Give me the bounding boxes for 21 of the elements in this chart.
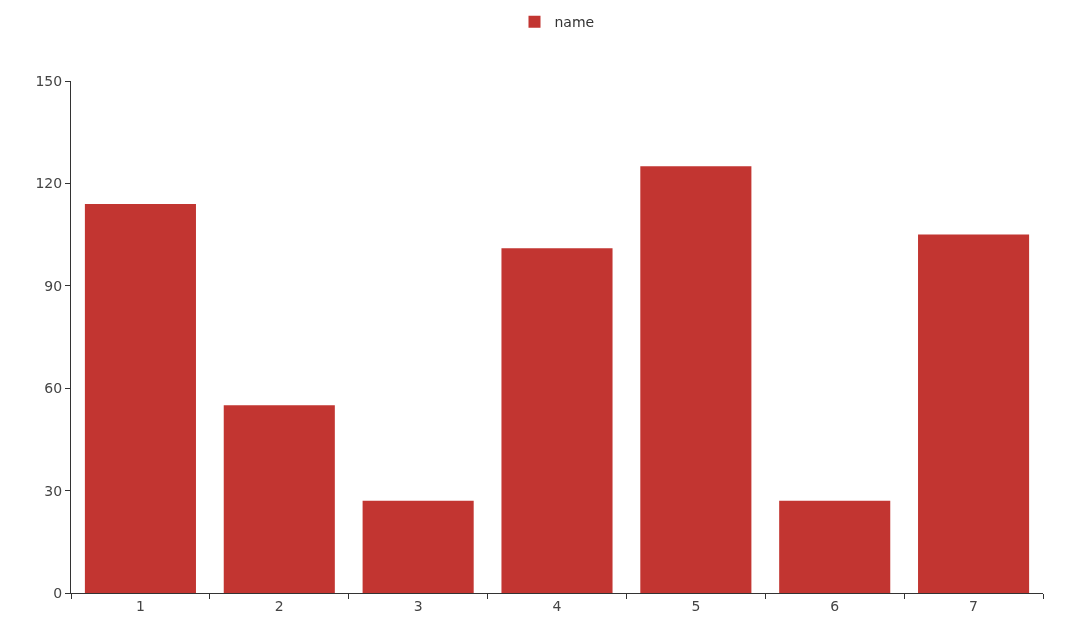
bar <box>779 500 891 593</box>
bar <box>223 405 335 593</box>
y-tick-label: 150 <box>35 72 63 89</box>
bar <box>501 248 613 593</box>
x-tick-label: 6 <box>830 597 840 614</box>
bar <box>362 500 474 593</box>
y-tick-label: 90 <box>44 277 63 294</box>
x-tick-label: 5 <box>691 597 701 614</box>
y-tick-label: 0 <box>53 584 63 601</box>
y-tick-label: 60 <box>44 380 63 397</box>
x-tick-label: 4 <box>552 597 562 614</box>
legend-label: name <box>554 14 595 31</box>
y-tick-label: 120 <box>35 175 63 192</box>
y-tick-label: 30 <box>44 482 63 499</box>
x-tick-label: 2 <box>274 597 284 614</box>
bar <box>918 234 1030 593</box>
x-tick-label: 7 <box>969 597 979 614</box>
x-tick-label: 1 <box>135 597 145 614</box>
bar <box>84 203 196 593</box>
bar <box>640 166 752 593</box>
x-tick-label: 3 <box>413 597 423 614</box>
